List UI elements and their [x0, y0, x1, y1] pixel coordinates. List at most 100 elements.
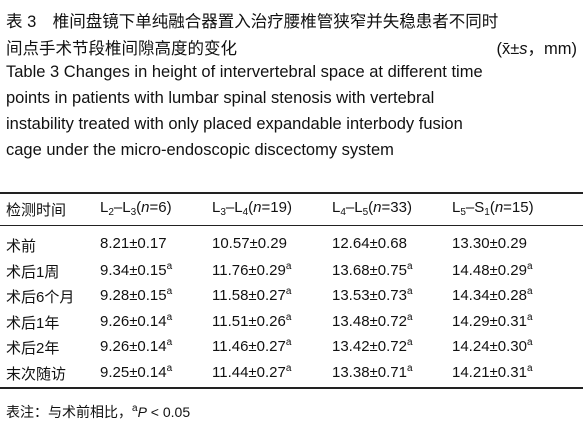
header-part: 4: [242, 207, 249, 218]
header-part: (: [248, 199, 254, 216]
value-cell: 13.53±0.73a: [332, 286, 413, 304]
value-text: 13.30±0.29: [452, 235, 527, 252]
value-cell: 14.48±0.29a: [452, 261, 533, 279]
header-part: (: [136, 199, 142, 216]
header-part: L: [332, 199, 341, 216]
value-text: 14.34±0.28: [452, 287, 527, 304]
header-part: (: [368, 199, 374, 216]
bottom-rule: [0, 387, 583, 389]
value-sup: a: [526, 260, 533, 272]
value-sup: a: [406, 337, 413, 348]
mid-rule: [0, 225, 583, 226]
value-text: 12.64±0.68: [332, 235, 407, 252]
header-part: 5: [460, 207, 466, 218]
header-part: =19): [261, 199, 292, 216]
value-text: 11.58±0.27: [212, 287, 286, 304]
header-cell: L5–S1(n=15): [452, 199, 534, 218]
value-cell: 11.76±0.29a: [212, 261, 291, 279]
value-cell: 13.30±0.29: [452, 235, 527, 252]
header-part: –L: [225, 199, 243, 216]
header-part: –S: [465, 199, 485, 216]
caption-en-line: instability treated with only placed exp…: [6, 115, 463, 133]
header-part: 4: [340, 207, 346, 218]
value-text: 9.28±0.15: [100, 287, 167, 304]
value-cell: 13.48±0.72a: [332, 312, 413, 330]
value-text: 9.26±0.14: [100, 338, 167, 355]
header-part: (: [489, 199, 495, 216]
value-sup: a: [526, 311, 533, 323]
value-sup: a: [285, 286, 292, 297]
value-cell: 14.34±0.28a: [452, 286, 533, 304]
footnote-part: < 0.05: [146, 404, 191, 420]
value-sup: a: [406, 311, 413, 323]
value-sup: a: [526, 286, 533, 297]
caption-en-line: points in patients with lumbar spinal st…: [6, 89, 435, 107]
row-label: 末次随访: [6, 365, 67, 383]
header-cell: L3–L4(n=19): [212, 199, 292, 218]
header-part: 5: [362, 207, 369, 218]
value-text: 13.48±0.72: [332, 312, 407, 330]
value-text: 9.34±0.15: [100, 261, 167, 279]
value-sup: a: [166, 286, 173, 297]
value-cell: 9.34±0.15a: [100, 261, 172, 279]
header-cell: 检测时间: [6, 199, 66, 220]
value-cell: 14.24±0.30a: [452, 337, 533, 355]
header-part: n: [494, 199, 504, 216]
value-text: 13.42±0.72: [332, 338, 407, 355]
header-cell: L4–L5(n=33): [332, 199, 412, 218]
value-cell: 9.26±0.14a: [100, 312, 172, 330]
caption-zh-line: 表 3 椎间盘镜下单纯融合器置入治疗腰椎管狭窄并失稳患者不同时: [6, 13, 499, 31]
header-part: n: [373, 199, 382, 216]
value-text: 11.46±0.27: [212, 338, 286, 355]
value-cell: 13.42±0.72a: [332, 337, 413, 355]
header-part: 3: [130, 207, 137, 218]
value-text: 14.48±0.29: [452, 261, 527, 279]
header-part: n: [253, 199, 262, 216]
caption-en-line: Table 3 Changes in height of interverteb…: [6, 63, 483, 81]
value-text: 14.21±0.31: [452, 363, 527, 381]
value-text: 13.38±0.71: [332, 363, 407, 381]
value-cell: 14.21±0.31a: [452, 363, 533, 381]
row-label: 术后1周: [6, 263, 60, 281]
value-text: 13.68±0.75: [332, 261, 407, 279]
value-sup: a: [526, 337, 533, 348]
value-text: 11.76±0.29: [212, 261, 286, 279]
header-part: n: [141, 199, 150, 216]
value-sup: a: [166, 260, 173, 272]
header-part: =6): [149, 199, 172, 216]
header-part: L: [452, 199, 461, 216]
value-cell: 9.26±0.14a: [100, 337, 172, 355]
value-text: 10.57±0.29: [212, 235, 287, 252]
footnote: 表注：与术前相比，aP < 0.05: [6, 402, 190, 422]
footnote-part: a: [132, 403, 138, 414]
value-cell: 9.25±0.14a: [100, 363, 172, 381]
value-sup: a: [285, 362, 292, 374]
unit-part: s: [519, 40, 528, 58]
caption-unit: (x̄±s，mm): [496, 35, 577, 59]
value-cell: 12.64±0.68: [332, 235, 407, 252]
unit-part: (x̄±: [496, 40, 520, 58]
caption-zh-line: 间点手术节段椎间隙高度的变化: [6, 40, 237, 58]
header-part: 3: [220, 207, 226, 218]
value-sup: a: [406, 260, 413, 272]
header-part: L: [100, 199, 109, 216]
header-part: =33): [381, 199, 412, 216]
row-label: 术前: [6, 238, 37, 255]
value-cell: 11.44±0.27a: [212, 363, 291, 381]
row-label: 术后6个月: [6, 289, 75, 306]
footnote-part: P: [137, 404, 147, 420]
value-sup: a: [166, 311, 173, 323]
value-sup: a: [406, 362, 413, 374]
top-rule: [0, 192, 583, 194]
value-sup: a: [526, 362, 533, 374]
value-sup: a: [285, 337, 292, 348]
unit-part: ，mm): [527, 40, 577, 58]
value-cell: 13.38±0.71a: [332, 363, 413, 381]
header-part: 检测时间: [6, 202, 67, 219]
footnote-part: 表注：与术前相比，: [6, 404, 132, 420]
header-cell: L2–L3(n=6): [100, 199, 172, 218]
value-text: 14.29±0.31: [452, 312, 527, 330]
value-cell: 10.57±0.29: [212, 235, 287, 252]
header-part: –L: [345, 199, 363, 216]
